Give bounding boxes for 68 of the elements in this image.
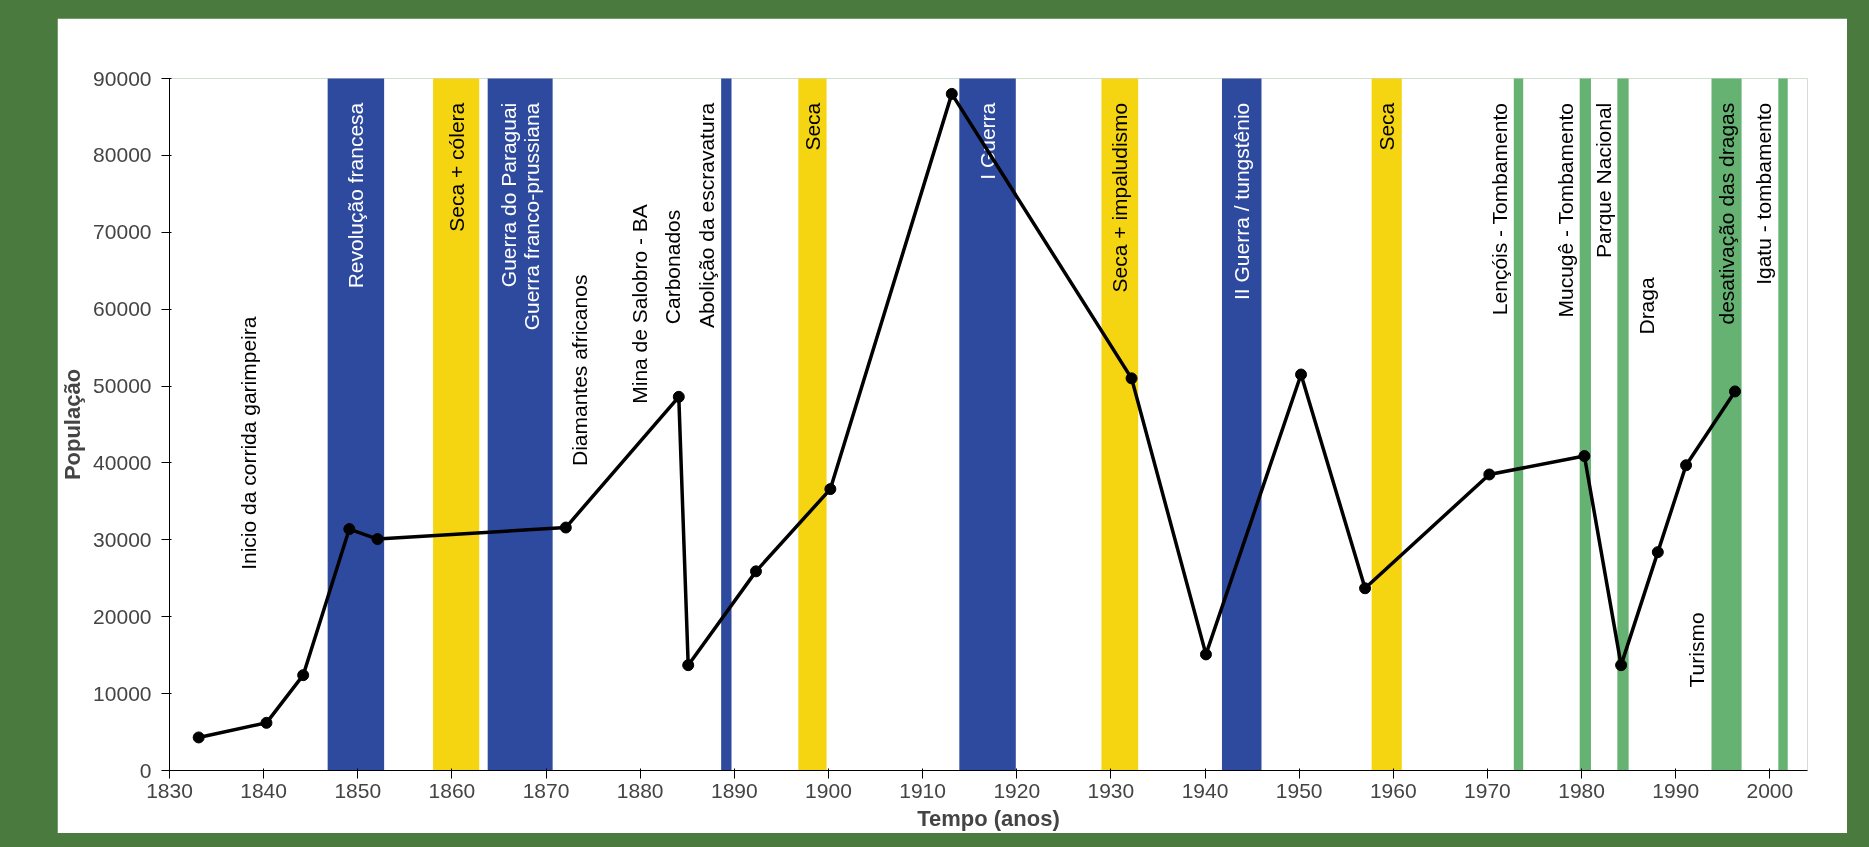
point [1483,468,1496,481]
x-tick-label: 1940 [1181,778,1229,802]
y-tick-label: 10000 [93,681,152,705]
band-label: Seca [800,102,824,151]
point [945,87,958,100]
y-tick-label: 60000 [93,297,152,321]
band-label: Abolição da escravatura [695,102,719,329]
x-tick-label: 1870 [522,778,570,802]
band-label: Lençóis - Tombamento [1487,103,1511,316]
x-tick-label: 2000 [1746,778,1794,802]
x-tick-label: 1920 [993,778,1041,802]
annotation: Mina de Salobro - BA [628,204,652,404]
y-tick-label: 70000 [93,220,152,244]
point [297,669,310,682]
band-label: II Guerra / tungstênio [1230,102,1254,300]
y-tick-label: 50000 [93,374,152,398]
x-tick-label: 1860 [428,778,476,802]
point [1578,450,1591,463]
band-label: Revolução francesa [344,102,368,289]
y-tick-label: 40000 [93,450,152,474]
band-label: Guerra do Paraguai Guerra franco-prussiana [497,102,544,331]
point [1651,546,1664,559]
band-label: Igatu - tombamento [1752,102,1776,285]
band-label: Parque Nacional [1591,102,1615,258]
x-tick-label: 1980 [1558,778,1605,802]
y-tick-label: 20000 [93,604,152,628]
y-tick-label: 30000 [93,527,152,551]
band-label: Mucugê - Tombamento [1553,103,1577,318]
band-label: Seca + impaludismo [1108,102,1132,293]
point [1729,385,1742,398]
point [260,716,273,729]
point [559,521,572,534]
annotation: Diamantes africanos [567,274,591,467]
point [1359,582,1372,595]
x-tick-label: 1930 [1087,778,1135,802]
band-label: Seca + cólera [444,102,468,232]
y-tick-label: 80000 [93,143,152,167]
band-label: Seca [1375,102,1399,151]
x-tick-label: 1890 [710,778,758,802]
annotation: Turismo [1684,612,1708,688]
x-tick-label: 1950 [1275,778,1323,802]
y-tick-label: 90000 [93,66,152,90]
point [1199,648,1212,661]
point [1295,368,1308,381]
point [1125,372,1138,385]
x-tick-label: 1910 [899,778,946,802]
point [682,659,695,672]
point [343,523,356,536]
point [749,565,762,578]
x-tick-label: 1990 [1652,778,1700,802]
x-tick-label: 1850 [334,778,382,802]
annotation: Inicio da corrida garimpeira [236,316,260,570]
point [672,390,685,403]
x-tick-label: 1840 [240,778,287,802]
point [1680,459,1693,472]
x-tick-label: 1970 [1464,778,1511,802]
annotation: Carbonados [660,209,684,325]
x-tick-label: 1880 [616,778,664,802]
y-axis-title: População [60,368,86,481]
x-axis-title: Tempo (anos) [917,805,1060,831]
x-tick-label: 1960 [1369,778,1417,802]
point [824,483,837,496]
point [371,533,384,546]
x-tick-label: 1900 [805,778,852,802]
point [1615,659,1628,672]
point [192,731,205,744]
band-label: desativação das dragas [1715,102,1739,325]
annotation: Draga [1635,277,1659,335]
